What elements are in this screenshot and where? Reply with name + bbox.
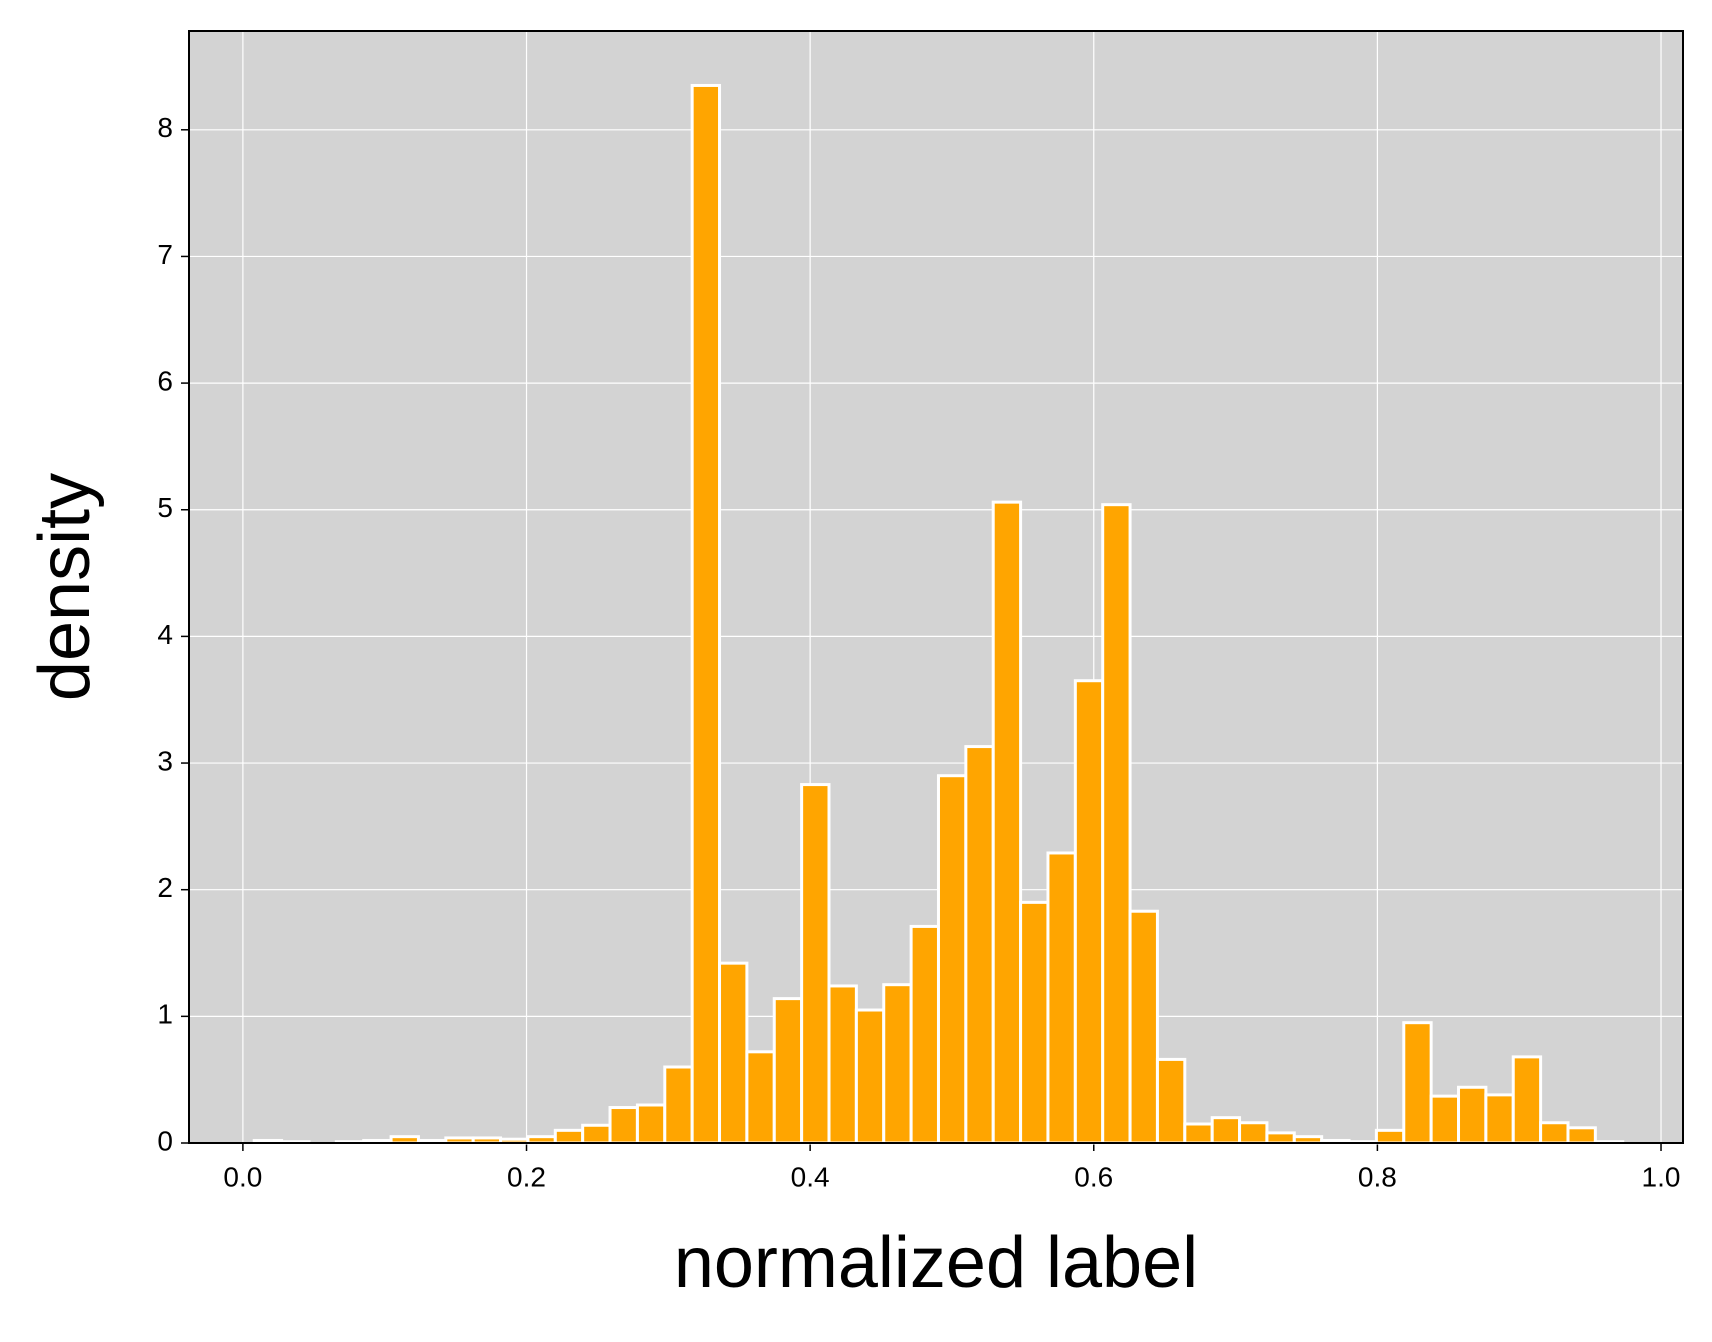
bar: [1566, 1126, 1597, 1145]
bar: [1511, 1055, 1543, 1145]
bar: [745, 1050, 776, 1145]
bar: [1374, 1128, 1406, 1145]
bar: [854, 1008, 886, 1145]
y-tick-label: 8: [157, 112, 173, 143]
bar: [1210, 1116, 1242, 1145]
bar: [1183, 1122, 1214, 1145]
bar: [1155, 1057, 1187, 1145]
x-axis-label: normalized label: [674, 1223, 1198, 1303]
x-tick-label: 1.0: [1642, 1161, 1681, 1192]
bar: [635, 1103, 667, 1145]
bar: [909, 924, 940, 1145]
y-tick-label: 5: [157, 492, 173, 523]
bar: [800, 783, 831, 1145]
bar: [1429, 1094, 1461, 1145]
bar: [1019, 900, 1050, 1145]
bar: [1128, 909, 1159, 1145]
y-axis-label: density: [25, 473, 105, 701]
y-tick-label: 6: [157, 365, 173, 396]
y-tick-label: 7: [157, 239, 173, 270]
bar: [991, 500, 1023, 1145]
bar: [690, 83, 722, 1145]
bar: [1101, 503, 1132, 1145]
bar: [663, 1065, 694, 1145]
bar: [964, 745, 995, 1145]
bar: [1238, 1121, 1269, 1145]
plot-frame: [188, 30, 1684, 1144]
y-tick-label: 0: [157, 1125, 173, 1156]
bar: [827, 984, 858, 1145]
bar: [581, 1123, 612, 1145]
bar: [882, 983, 913, 1145]
bar: [718, 961, 749, 1145]
bar: [772, 997, 804, 1145]
bar: [1402, 1021, 1433, 1145]
bar: [608, 1106, 639, 1145]
bar: [1265, 1131, 1296, 1145]
bar: [1457, 1085, 1488, 1145]
bar: [553, 1128, 585, 1145]
y-tick-label: 2: [157, 872, 173, 903]
x-tick-label: 0.8: [1358, 1161, 1397, 1192]
y-tick-label: 1: [157, 999, 173, 1030]
x-tick-label: 0.6: [1074, 1161, 1113, 1192]
x-tick-label: 0.4: [791, 1161, 830, 1192]
bar: [1073, 679, 1105, 1145]
y-tick-label: 4: [157, 619, 173, 650]
bar: [1046, 851, 1077, 1145]
y-tick-label: 3: [157, 745, 173, 776]
bar: [1484, 1093, 1515, 1145]
x-tick-label: 0.0: [223, 1161, 262, 1192]
x-tick-label: 0.2: [507, 1161, 546, 1192]
bar: [936, 774, 968, 1145]
bar: [1539, 1121, 1570, 1145]
